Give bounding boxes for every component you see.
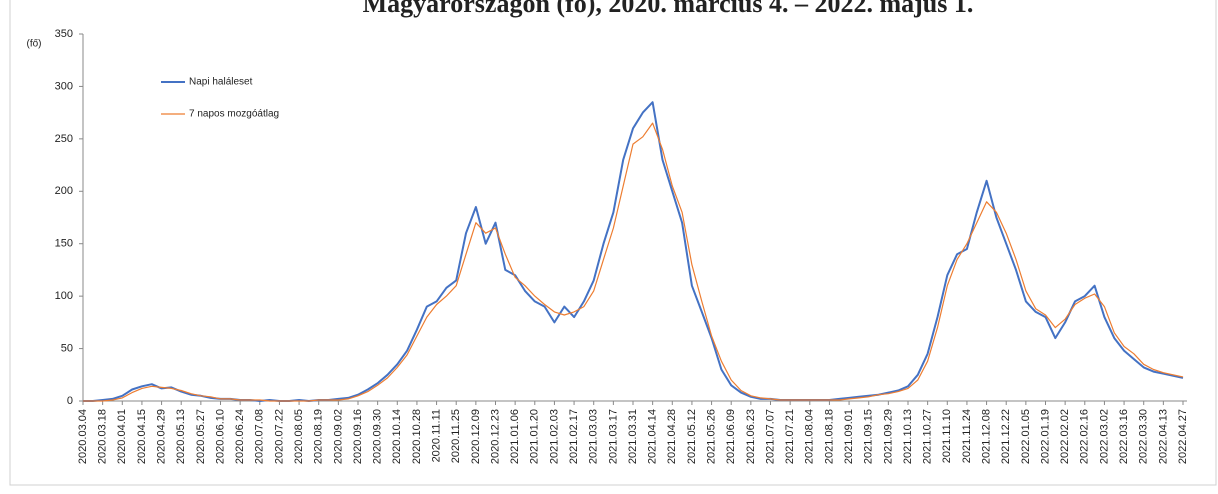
x-tick-label: 2022.03.02 xyxy=(1098,409,1110,464)
x-tick-label: 2021.11.10 xyxy=(941,409,953,463)
x-tick-label: 2020.04.15 xyxy=(136,409,148,464)
y-tick-label: 0 xyxy=(67,395,73,407)
x-tick-label: 2021.08.04 xyxy=(804,409,816,464)
x-tick-label: 2021.02.03 xyxy=(548,409,560,464)
x-tick-label: 2020.09.02 xyxy=(332,409,344,464)
y-tick-label: 150 xyxy=(55,238,73,250)
x-tick-label: 2020.08.19 xyxy=(313,409,325,464)
y-tick-label: 50 xyxy=(61,342,73,354)
x-tick-label: 2021.05.12 xyxy=(686,409,698,464)
x-tick-label: 2020.09.30 xyxy=(372,409,384,464)
y-axis-label: (fő) xyxy=(27,39,42,50)
y-tick-label: 350 xyxy=(55,28,73,40)
x-tick-label: 2021.02.17 xyxy=(568,409,580,464)
x-tick-label: 2021.12.22 xyxy=(1000,409,1012,464)
x-tick-label: 2022.03.16 xyxy=(1118,409,1130,464)
x-tick-label: 2020.12.09 xyxy=(470,409,482,464)
x-tick-label: 2022.04.27 xyxy=(1177,409,1189,464)
x-tick-label: 2021.06.23 xyxy=(745,409,757,464)
x-tick-label: 2022.02.02 xyxy=(1059,409,1071,464)
x-tick-label: 2020.08.05 xyxy=(293,409,305,464)
x-tick-label: 2021.09.29 xyxy=(882,409,894,464)
x-tick-label: 2022.01.05 xyxy=(1020,409,1032,464)
series-line xyxy=(83,101,1184,402)
x-tick-label: 2021.09.01 xyxy=(843,409,855,464)
x-tick-label: 2021.10.27 xyxy=(922,409,934,464)
x-tick-label: 2021.07.07 xyxy=(764,409,776,464)
legend-label: Napi haláleset xyxy=(189,77,253,88)
x-tick-label: 2022.04.13 xyxy=(1157,409,1169,464)
x-tick-label: 2021.04.14 xyxy=(647,409,659,464)
y-tick-label: 200 xyxy=(55,185,73,197)
x-tick-label: 2020.03.18 xyxy=(97,409,109,464)
chart-frame xyxy=(9,0,1217,486)
x-tick-label: 2021.07.21 xyxy=(784,409,796,464)
x-tick-label: 2021.12.08 xyxy=(980,409,992,464)
series-line xyxy=(83,122,1184,402)
legend-label: 7 napos mozgóátlag xyxy=(189,109,279,120)
x-tick-label: 2020.07.08 xyxy=(254,409,266,464)
x-tick-label: 2022.03.30 xyxy=(1138,409,1150,464)
x-tick-label: 2020.10.14 xyxy=(391,409,403,464)
x-tick-label: 2021.06.09 xyxy=(725,409,737,464)
x-tick-label: 2020.04.29 xyxy=(155,409,167,464)
x-tick-label: 2021.08.18 xyxy=(823,409,835,464)
x-tick-label: 2021.03.17 xyxy=(607,409,619,464)
x-tick-label: 2020.06.24 xyxy=(234,409,246,464)
x-tick-label: 2021.11.24 xyxy=(961,409,973,463)
y-tick-label: 300 xyxy=(55,80,73,92)
x-tick-label: 2021.04.28 xyxy=(666,409,678,464)
x-tick-label: 2020.04.01 xyxy=(116,409,128,464)
x-tick-label: 2020.11.25 xyxy=(450,409,462,463)
x-tick-label: 2022.01.19 xyxy=(1039,409,1051,464)
x-tick-label: 2022.02.16 xyxy=(1079,409,1091,464)
x-tick-label: 2020.07.22 xyxy=(273,409,285,464)
x-tick-label: 2021.03.31 xyxy=(627,409,639,464)
x-tick-label: 2020.06.10 xyxy=(214,409,226,464)
y-tick-label: 100 xyxy=(55,290,73,302)
chart-title: Magyarországon (fő), 2020. március 4. – … xyxy=(363,0,974,18)
y-tick-label: 250 xyxy=(55,133,73,145)
x-tick-label: 2020.10.28 xyxy=(411,409,423,464)
x-tick-label: 2021.01.20 xyxy=(529,409,541,464)
x-tick-label: 2020.09.16 xyxy=(352,409,364,464)
x-tick-label: 2020.12.23 xyxy=(489,409,501,464)
x-tick-label: 2021.03.03 xyxy=(588,409,600,464)
x-tick-label: 2020.05.13 xyxy=(175,409,187,464)
x-tick-label: 2021.05.26 xyxy=(705,409,717,464)
x-tick-label: 2020.11.11 xyxy=(430,409,442,462)
x-tick-label: 2021.09.15 xyxy=(863,409,875,464)
x-tick-label: 2020.03.04 xyxy=(77,409,89,464)
x-tick-label: 2021.10.13 xyxy=(902,409,914,464)
x-tick-label: 2020.05.27 xyxy=(195,409,207,464)
x-tick-label: 2021.01.06 xyxy=(509,409,521,464)
